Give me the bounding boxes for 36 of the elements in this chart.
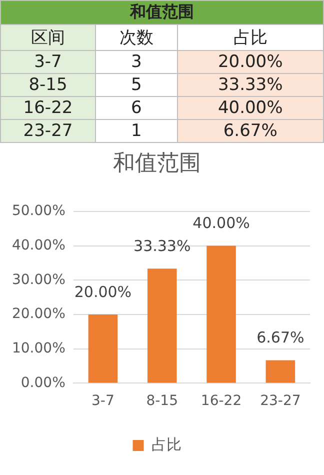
text: 区间: [0, 24, 96, 50]
data-label: 33.33%: [134, 237, 191, 256]
data-label: 20.00%: [177, 50, 324, 74]
category-label: 3-7: [0, 50, 96, 74]
bar: [266, 360, 296, 383]
category-label: 16-22: [0, 96, 96, 120]
y-tick-label: 50.00%: [12, 203, 66, 220]
text: 次数: [96, 24, 178, 50]
series-label: 占比: [177, 24, 324, 50]
text: 和值范围: [0, 0, 324, 24]
y-tick-label: 30.00%: [12, 272, 66, 288]
x-tick-label: 3-7: [92, 393, 114, 410]
data-label: 40.00%: [177, 96, 324, 120]
y-tick-label: 10.00%: [12, 340, 66, 356]
y-tick-label: 40.00%: [12, 237, 66, 254]
bar: [206, 246, 236, 383]
legend-label: 占比: [151, 435, 182, 454]
data-label: 40.00%: [192, 214, 250, 232]
data-label: 6.67%: [177, 120, 324, 142]
category-label: 23-27: [0, 120, 96, 142]
x-tick-label: 8-15: [146, 393, 178, 410]
bar: [88, 314, 118, 383]
x-tick-label: 16-22: [200, 393, 242, 410]
data-label: 3: [96, 50, 178, 74]
chart-title: 和值范围: [113, 150, 201, 176]
data-label: 6: [96, 96, 178, 120]
data-label: 1: [96, 120, 178, 142]
y-tick-label: 20.00%: [12, 306, 66, 322]
data-label: 6.67%: [256, 328, 304, 347]
x-tick-label: 23-27: [260, 393, 301, 410]
y-tick-label: 0.00%: [20, 374, 66, 391]
category-label: 8-15: [0, 74, 96, 96]
data-label: 20.00%: [74, 282, 132, 301]
data-label: 33.33%: [177, 74, 324, 96]
bar: [147, 268, 177, 383]
data-label: 5: [96, 74, 178, 96]
